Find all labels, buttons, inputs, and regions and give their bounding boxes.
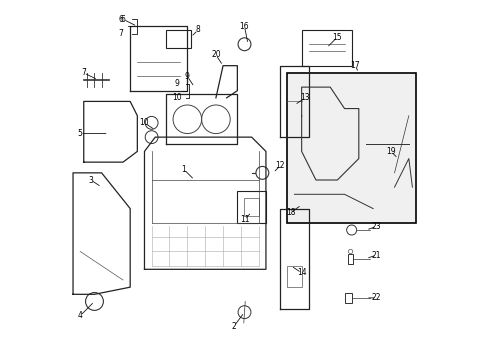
Text: 9: 9 xyxy=(174,79,179,88)
Text: 11: 11 xyxy=(239,215,249,224)
Text: 12: 12 xyxy=(275,161,285,170)
Text: 17: 17 xyxy=(350,61,359,70)
Bar xyxy=(287,266,301,287)
Bar xyxy=(244,198,258,216)
Text: 19: 19 xyxy=(386,147,395,156)
Text: 13: 13 xyxy=(300,93,309,102)
Text: 23: 23 xyxy=(371,222,381,231)
Text: 21: 21 xyxy=(371,251,381,260)
Bar xyxy=(347,254,352,264)
Text: 14: 14 xyxy=(296,268,306,277)
Text: 4: 4 xyxy=(78,311,82,320)
Text: 8: 8 xyxy=(195,26,200,35)
Text: 5: 5 xyxy=(78,129,82,138)
Text: 1: 1 xyxy=(181,165,186,174)
Bar xyxy=(287,73,415,223)
Bar xyxy=(344,293,352,303)
Text: 6: 6 xyxy=(119,15,123,24)
Text: 18: 18 xyxy=(285,208,295,217)
Bar xyxy=(301,30,351,66)
Text: 9: 9 xyxy=(184,72,189,81)
Text: 10: 10 xyxy=(140,118,149,127)
Text: 10: 10 xyxy=(171,93,181,102)
Text: 3: 3 xyxy=(88,176,93,185)
Text: 2: 2 xyxy=(231,322,236,331)
Text: 16: 16 xyxy=(239,22,249,31)
Text: 22: 22 xyxy=(371,293,381,302)
Text: 7: 7 xyxy=(119,29,123,38)
Bar xyxy=(165,30,190,48)
Text: 6: 6 xyxy=(121,15,125,24)
Text: 7: 7 xyxy=(81,68,86,77)
Bar xyxy=(237,191,265,223)
Text: 20: 20 xyxy=(211,50,220,59)
Text: 15: 15 xyxy=(332,33,342,42)
